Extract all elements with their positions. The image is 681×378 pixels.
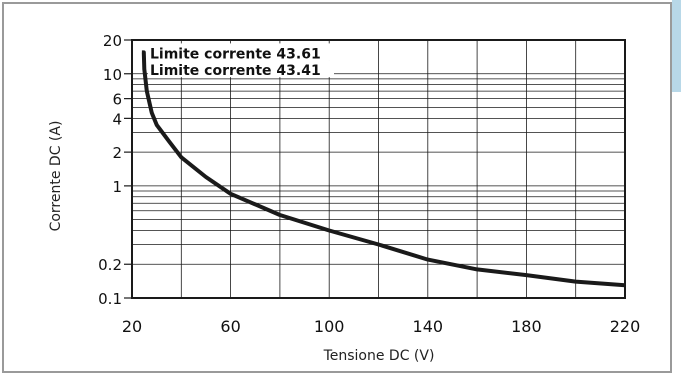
y-tick-label: 0.1 [98,290,122,308]
plot-layer: 0.1 0.2 1 2 46 10 20 20 60 100 140 180 220 Limite cor… [98,32,640,336]
annotation-background [148,43,334,61]
annotation-label: Limite corrente 43.61 [150,46,321,62]
x-tick-label: 100 [314,317,345,336]
outer-border [2,2,672,373]
x-tick-label: 60 [220,317,240,336]
y-tick-label: 20 [103,32,122,50]
x-axis-label: Tensione DC (V) [323,348,435,364]
plot-frame [131,39,626,299]
x-tick-label: 20 [122,317,142,336]
y-tick-label: 4 [112,110,122,128]
x-tick-label: 220 [610,317,641,336]
y-tick-label: 0.2 [98,256,122,274]
annotation-background [148,60,334,78]
side-accent [672,0,681,92]
y-tick-label: 10 [103,66,122,84]
y-tick-label: 1 [112,178,122,196]
y-tick-label: 6 [112,91,122,109]
curve-series-0 [141,50,626,288]
x-tick-label: 140 [413,317,444,336]
y-axis-label: Corrente DC (A) [48,121,64,232]
y-tick-label: 2 [112,144,122,162]
annotation-label: Limite corrente 43.41 [150,63,321,79]
x-tick-label: 180 [511,317,542,336]
